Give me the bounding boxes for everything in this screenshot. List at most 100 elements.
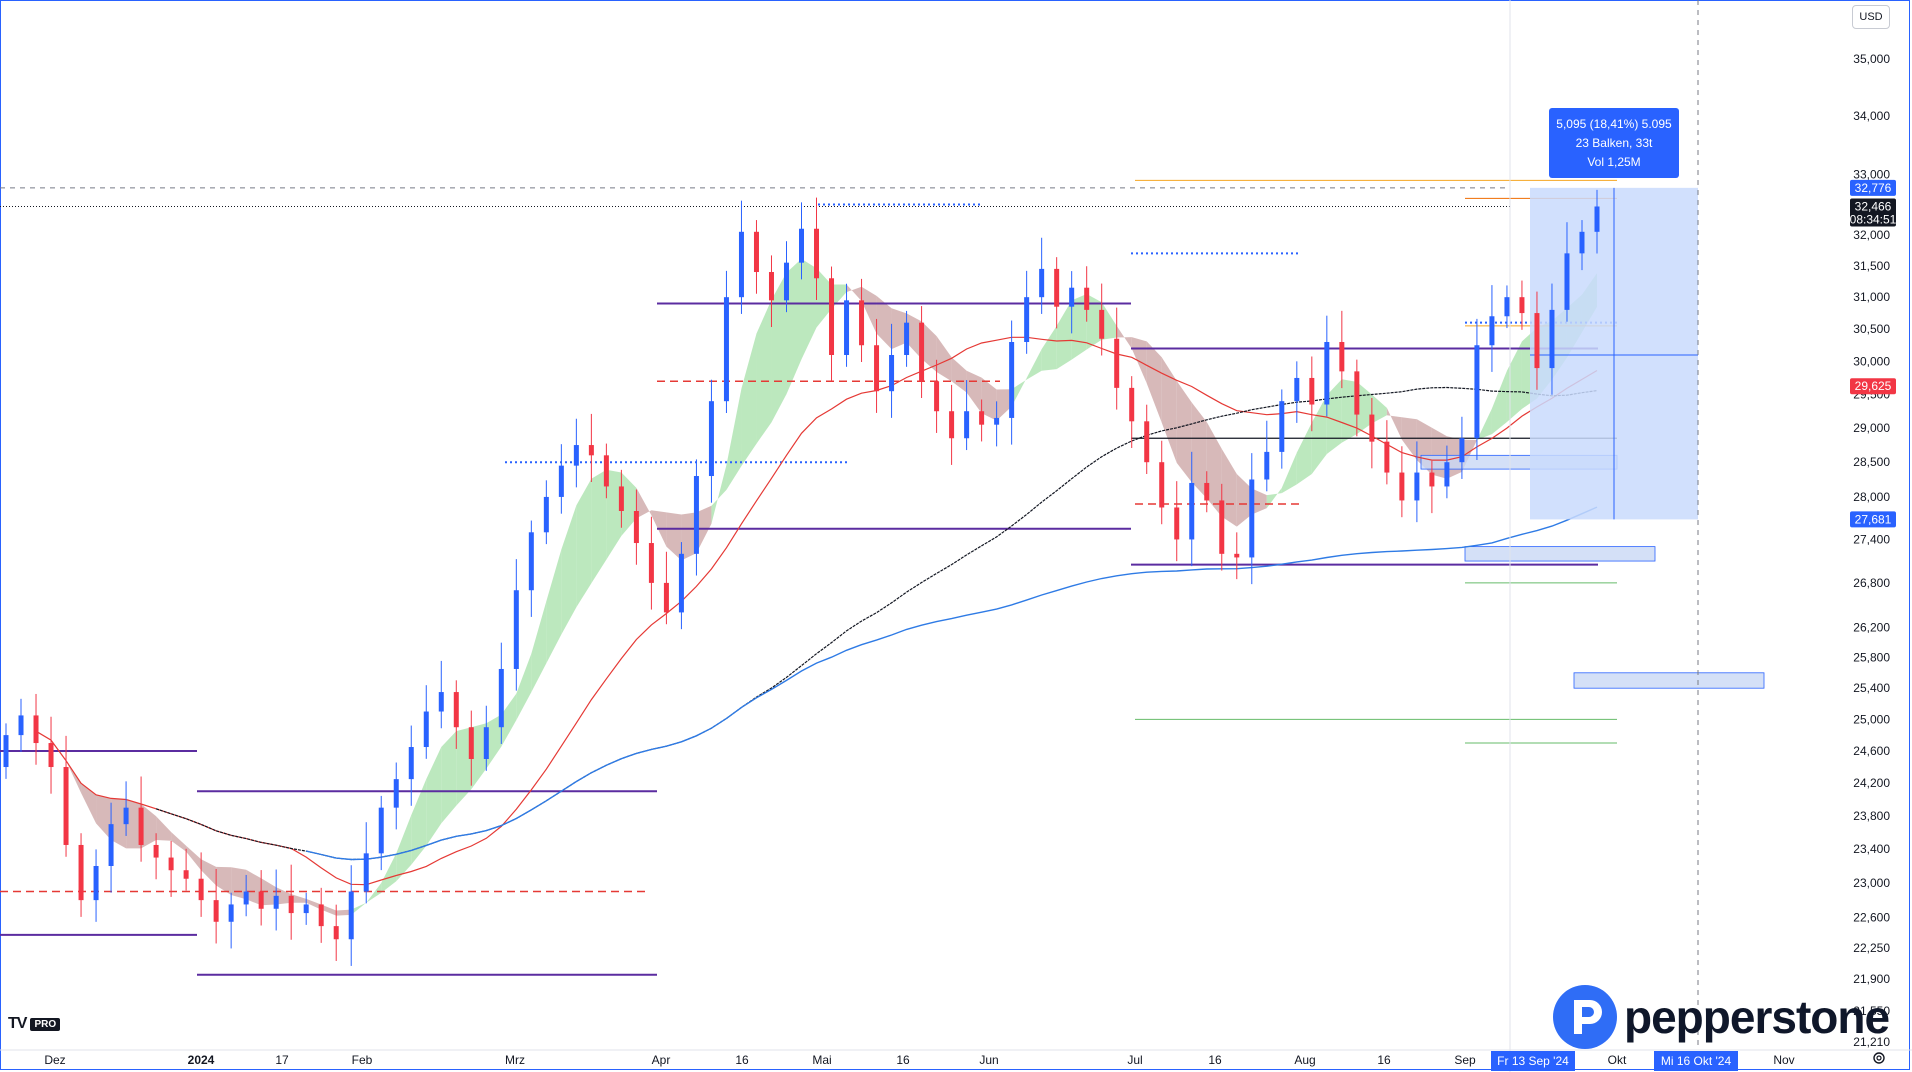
candle[interactable] (889, 323, 895, 418)
candle[interactable] (138, 776, 144, 862)
candle[interactable] (543, 480, 549, 545)
candle[interactable] (799, 202, 804, 280)
candle[interactable] (1099, 283, 1105, 356)
candle[interactable] (844, 283, 850, 367)
candle[interactable] (153, 833, 159, 880)
candle[interactable] (33, 693, 39, 765)
candle[interactable] (1489, 285, 1495, 372)
candle[interactable] (1114, 307, 1120, 410)
candle[interactable] (108, 802, 114, 893)
candle[interactable] (1474, 318, 1480, 460)
candle[interactable] (829, 266, 835, 382)
candle[interactable] (378, 795, 384, 871)
candle[interactable] (859, 278, 865, 362)
candle[interactable] (964, 380, 970, 451)
candle[interactable] (48, 716, 54, 794)
candle[interactable] (168, 840, 174, 897)
candle[interactable] (408, 725, 414, 806)
candle[interactable] (1414, 441, 1420, 523)
price-axis[interactable]: 35,000 34,000 33,000 32,000 31,500 31,000 30,5… (1509, 0, 1890, 1072)
candle[interactable] (949, 384, 955, 465)
candle[interactable] (708, 379, 714, 503)
candle[interactable] (1504, 285, 1510, 329)
candle[interactable] (1129, 376, 1135, 448)
candle[interactable] (558, 444, 564, 514)
candle[interactable] (1264, 420, 1270, 492)
candle[interactable] (63, 735, 69, 857)
candle[interactable] (513, 559, 519, 691)
candle[interactable] (648, 516, 654, 610)
candle[interactable] (348, 865, 354, 966)
candle[interactable] (318, 887, 324, 943)
candle[interactable] (1144, 404, 1150, 475)
candle[interactable] (1084, 266, 1090, 322)
candle[interactable] (1159, 440, 1165, 525)
settings-gear-icon[interactable] (1872, 1051, 1886, 1065)
time-axis[interactable]: Dez 2024 17 Feb Mrz Apr 16 Mai 16 Jun Jul 16 Aug 16 Se… (0, 1049, 1912, 1067)
candle[interactable] (753, 220, 759, 294)
candle[interactable] (333, 904, 339, 961)
candle[interactable] (18, 698, 24, 752)
candle[interactable] (1174, 481, 1180, 562)
candle[interactable] (1234, 532, 1240, 580)
candle[interactable] (288, 864, 294, 940)
candle[interactable] (633, 489, 639, 565)
candle[interactable] (1459, 416, 1465, 479)
candle[interactable] (1354, 359, 1360, 437)
candle[interactable] (994, 401, 1000, 447)
candle[interactable] (1024, 270, 1030, 354)
candle[interactable] (1579, 220, 1585, 271)
candle[interactable] (934, 359, 940, 433)
candle[interactable] (693, 459, 699, 576)
candle[interactable] (1309, 356, 1315, 432)
candle[interactable] (768, 255, 774, 328)
candle[interactable] (874, 318, 880, 413)
candle[interactable] (423, 685, 429, 759)
candle[interactable] (483, 705, 489, 771)
candle[interactable] (498, 642, 504, 744)
candle[interactable] (618, 469, 624, 528)
candle[interactable] (228, 892, 234, 949)
candle[interactable] (1534, 291, 1540, 390)
candle[interactable] (1039, 237, 1045, 314)
candle[interactable] (814, 197, 820, 300)
candle[interactable] (573, 418, 579, 488)
candle[interactable] (213, 868, 219, 944)
candle[interactable] (1384, 420, 1390, 485)
candle[interactable] (1324, 315, 1330, 417)
candle[interactable] (723, 270, 729, 413)
candle[interactable] (123, 781, 129, 836)
candle[interactable] (93, 849, 99, 922)
candle[interactable] (3, 723, 9, 779)
candles[interactable] (3, 189, 1600, 966)
candle[interactable] (678, 542, 684, 630)
candle[interactable] (363, 822, 369, 904)
candle[interactable] (1054, 257, 1060, 329)
candle[interactable] (1564, 222, 1570, 322)
candle[interactable] (1399, 446, 1405, 518)
candle[interactable] (663, 551, 669, 625)
candle[interactable] (1369, 397, 1375, 469)
candle[interactable] (1279, 389, 1285, 469)
candle[interactable] (1219, 483, 1225, 571)
candle[interactable] (1069, 271, 1075, 334)
candle[interactable] (1294, 361, 1300, 423)
candle[interactable] (393, 762, 399, 830)
candle[interactable] (1549, 283, 1555, 395)
candle[interactable] (468, 710, 474, 786)
candle[interactable] (303, 892, 309, 925)
candle[interactable] (588, 413, 594, 482)
candle[interactable] (1339, 310, 1345, 389)
currency-selector[interactable]: USD (1852, 5, 1890, 29)
candle[interactable] (1204, 471, 1210, 513)
candle[interactable] (198, 852, 204, 917)
candle[interactable] (1249, 453, 1255, 585)
candle[interactable] (1594, 189, 1600, 254)
candle[interactable] (1429, 460, 1435, 514)
candle[interactable] (453, 680, 459, 749)
candle[interactable] (1009, 320, 1015, 445)
candle[interactable] (783, 241, 789, 313)
candle[interactable] (1519, 280, 1525, 330)
candle[interactable] (1444, 445, 1450, 499)
